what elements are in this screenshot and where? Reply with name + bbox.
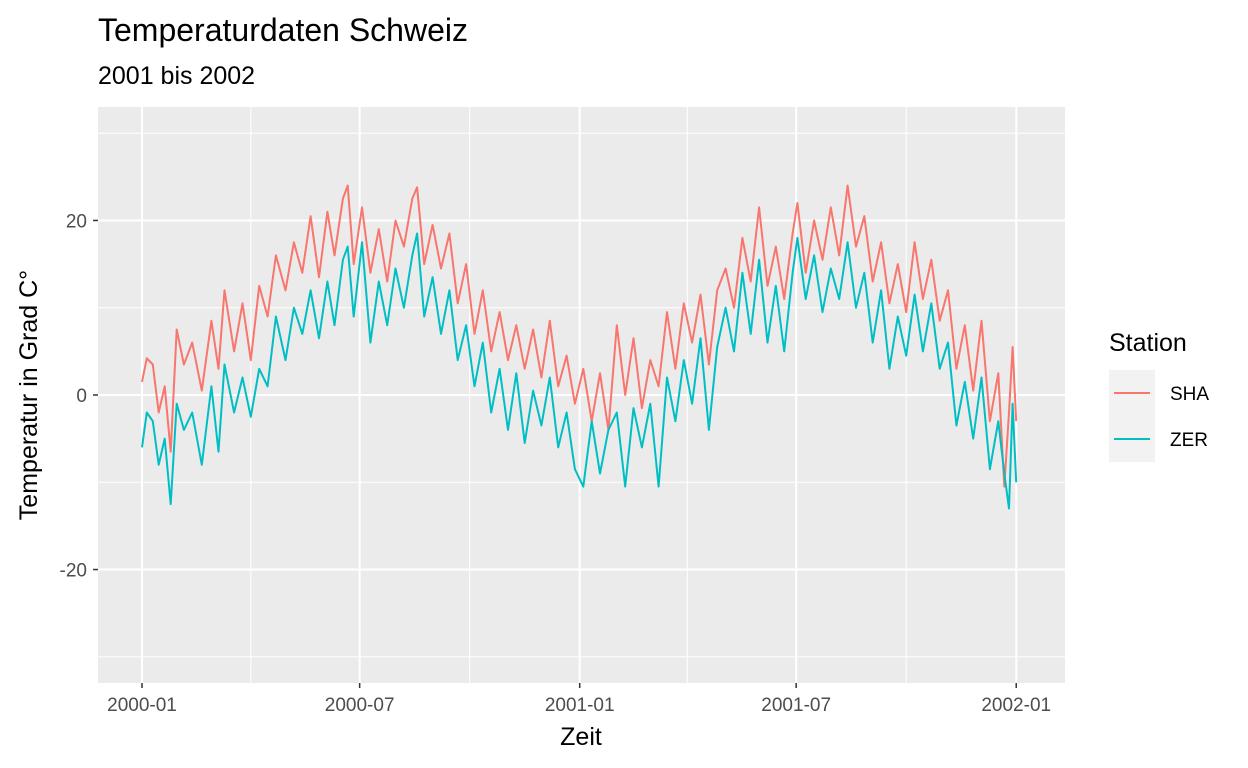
y-tick-label: -20 xyxy=(60,561,87,582)
chart-title: Temperaturdaten Schweiz xyxy=(98,12,468,48)
series-layer xyxy=(141,184,1018,510)
x-tick-label: 2000-01 xyxy=(107,695,177,716)
y-tick-label: 0 xyxy=(76,386,87,407)
legend-label-sha: SHA xyxy=(1170,384,1209,405)
x-tick-label: 2001-07 xyxy=(761,695,831,716)
y-axis-title: Temperatur in Grad C° xyxy=(15,270,43,520)
x-tick-label: 2000-07 xyxy=(325,695,395,716)
y-tick-label: 20 xyxy=(66,211,87,232)
x-axis-title: Zeit xyxy=(560,723,602,751)
major-gridlines xyxy=(98,107,1065,683)
x-tick-label: 2001-01 xyxy=(545,695,615,716)
series-line-zer xyxy=(141,232,1018,510)
x-tick-label: 2002-01 xyxy=(981,695,1051,716)
legend-title: Station xyxy=(1109,329,1187,357)
y-axis: -20 0 20 xyxy=(60,211,98,582)
x-axis: 2000-01 2000-07 2001-01 2001-07 2002-01 xyxy=(107,683,1051,716)
legend: Station SHA ZER xyxy=(1109,329,1209,462)
chart-subtitle: 2001 bis 2002 xyxy=(98,62,255,90)
series-line-sha xyxy=(141,184,1018,488)
legend-label-zer: ZER xyxy=(1170,430,1208,451)
